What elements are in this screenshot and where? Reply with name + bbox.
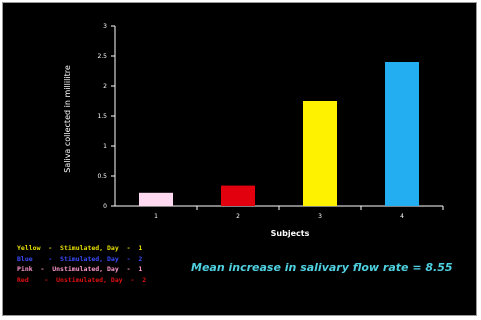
- x-tick-label: 1: [154, 213, 158, 220]
- legend-item: Red - Unstimulated, Day - 2: [17, 275, 147, 284]
- x-tick-label: 3: [318, 213, 322, 220]
- legend-item: Blue - Stimulated, Day - 2: [17, 254, 143, 263]
- legend: Yellow - Stimulated, Day - 1 Blue - Stimu…: [17, 243, 146, 285]
- x-axis-label: Subjects: [271, 229, 310, 238]
- y-axis-label: Saliva collected in millilitre: [63, 65, 72, 173]
- bar-chart: 0 0.5 1 1.5 2 2.5 3 1 2 3 4 Subjects Saliva collec…: [63, 23, 444, 238]
- tick-labels: 0 0.5 1 1.5 2 2.5 3 1 2 3 4: [97, 23, 404, 220]
- y-tick-label: 1: [103, 143, 107, 150]
- bars: [139, 62, 419, 206]
- chart-frame: 0 0.5 1 1.5 2 2.5 3 1 2 3 4 Subjects Saliva collec…: [2, 2, 477, 316]
- legend-item: Yellow - Stimulated, Day - 1: [17, 244, 143, 252]
- bar-subject-2: [221, 185, 255, 206]
- bar-subject-1: [139, 192, 173, 206]
- legend-item: Pink - Unstimulated, Day - 1: [17, 265, 143, 273]
- y-tick-label: 3: [103, 23, 107, 30]
- summary-text: Mean increase in salivary flow rate = 8.…: [191, 261, 453, 274]
- bar-subject-4: [385, 62, 419, 206]
- y-tick-label: 0.5: [97, 173, 107, 180]
- x-tick-label: 2: [236, 213, 240, 220]
- bar-subject-3: [303, 101, 337, 206]
- y-tick-label: 0: [103, 203, 107, 210]
- y-tick-label: 2.5: [97, 53, 107, 60]
- x-tick-label: 4: [400, 213, 404, 220]
- y-tick-label: 2: [103, 83, 107, 90]
- y-tick-label: 1.5: [97, 113, 107, 120]
